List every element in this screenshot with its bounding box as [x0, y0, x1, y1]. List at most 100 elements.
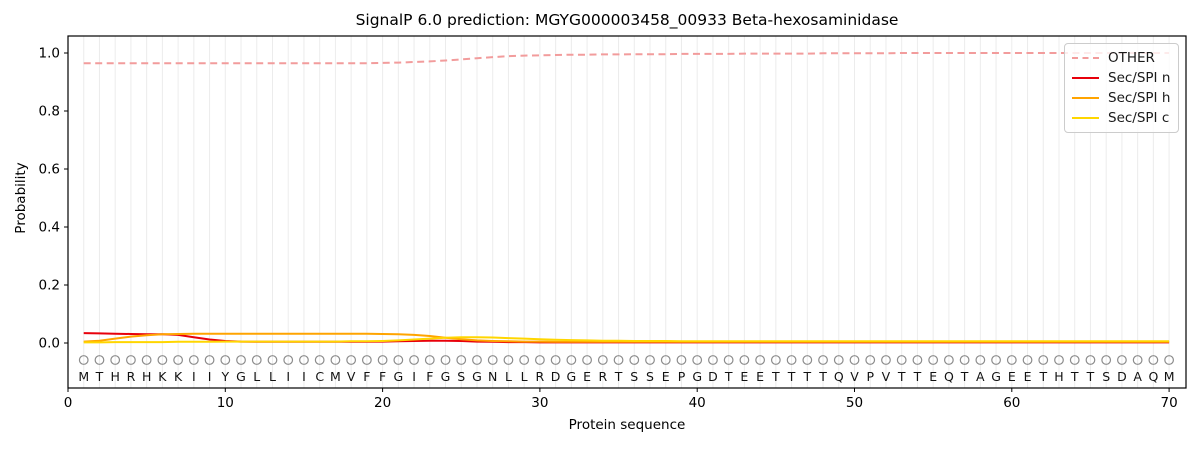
residue-letter: T — [960, 369, 969, 384]
legend-label: OTHER — [1108, 50, 1155, 66]
residue-letter: G — [472, 369, 482, 384]
residue-marker-circle — [708, 355, 718, 365]
residue-letter: E — [662, 369, 670, 384]
legend-item-other: OTHER — [1072, 48, 1171, 68]
residue-letter: I — [286, 369, 290, 384]
residue-letter: L — [269, 369, 276, 384]
y-tick-label: 0.2 — [39, 278, 60, 294]
residue-letter: A — [976, 369, 985, 384]
residue-marker-circle — [896, 355, 907, 365]
residue-marker-circle — [141, 355, 152, 365]
residue-letter: G — [441, 369, 451, 384]
residue-marker-circle — [676, 355, 687, 365]
residue-marker-circle — [1006, 355, 1017, 365]
residue-marker-circle — [1101, 355, 1112, 365]
residue-marker-circle — [377, 355, 388, 365]
residue-marker-row — [78, 355, 1174, 365]
residue-letter: I — [208, 369, 212, 384]
residue-marker-circle — [204, 355, 215, 365]
residue-letter: E — [740, 369, 748, 384]
residue-marker-circle — [1069, 355, 1080, 365]
residue-marker-circle — [1164, 355, 1174, 365]
x-tick-label: 70 — [1161, 395, 1178, 411]
residue-marker-circle — [943, 355, 954, 365]
y-tick-label: 0.6 — [39, 162, 60, 178]
residue-marker-circle — [173, 355, 184, 365]
x-tick-label: 10 — [217, 395, 234, 411]
residue-letter: H — [1054, 369, 1063, 384]
residue-letter: S — [457, 369, 465, 384]
residue-letter: A — [1133, 369, 1142, 384]
residue-marker-circle — [346, 355, 357, 365]
residue-marker-circle — [1132, 355, 1143, 365]
residue-letter: T — [818, 369, 827, 384]
residue-marker-circle — [865, 355, 876, 365]
legend-item-sec-spi-n: Sec/SPI n — [1072, 68, 1171, 88]
residue-marker-circle — [361, 355, 372, 365]
y-tick-label: 0.0 — [39, 336, 60, 352]
residue-marker-circle — [566, 355, 577, 365]
residue-letter: H — [142, 369, 151, 384]
residue-letter: V — [347, 369, 356, 384]
residue-letter: R — [536, 369, 545, 384]
residue-letter: S — [646, 369, 654, 384]
legend-item-sec-spi-h: Sec/SPI h — [1072, 88, 1171, 108]
residue-letter: T — [913, 369, 922, 384]
residue-letter: R — [127, 369, 136, 384]
residue-marker-circle — [1117, 355, 1127, 365]
x-tick-label: 40 — [689, 395, 706, 411]
residue-marker-circle — [393, 355, 404, 365]
residue-marker-circle — [912, 355, 923, 365]
sec-spi-c-line-sample — [1072, 117, 1099, 119]
sec-spi-n-line-sample — [1072, 77, 1099, 79]
residue-letter: G — [393, 369, 403, 384]
residue-marker-circle — [78, 355, 89, 365]
residue-letter: T — [897, 369, 906, 384]
residue-marker-circle — [881, 355, 891, 365]
residue-marker-circle — [456, 355, 467, 365]
residue-letter: D — [1117, 369, 1127, 384]
residue-marker-circle — [928, 355, 939, 365]
residue-letter: L — [505, 369, 512, 384]
residue-marker-circle — [660, 355, 671, 365]
residue-marker-circle — [613, 355, 624, 365]
legend-label: Sec/SPI c — [1108, 110, 1170, 126]
residue-marker-circle — [519, 355, 530, 365]
residue-marker-circle — [409, 355, 419, 365]
residue-marker-circle — [833, 355, 844, 365]
residue-marker-circle — [786, 355, 797, 365]
chart-title: SignalP 6.0 prediction: MGYG000003458_00… — [355, 11, 899, 29]
residue-marker-circle — [975, 355, 986, 365]
residue-letter: D — [551, 369, 561, 384]
residue-letter: Q — [944, 369, 954, 384]
residue-letter: H — [110, 369, 119, 384]
residue-marker-circle — [1022, 355, 1033, 365]
residue-letter: Q — [1148, 369, 1158, 384]
residue-marker-circle — [330, 355, 341, 365]
residue-letter: E — [583, 369, 591, 384]
residue-letter: I — [302, 369, 306, 384]
residue-letter: P — [866, 369, 874, 384]
residue-marker-circle — [94, 355, 105, 365]
residue-letter: E — [929, 369, 937, 384]
residue-letter: L — [521, 369, 528, 384]
residue-marker-circle — [818, 355, 828, 365]
residue-letter: E — [1024, 369, 1032, 384]
residue-letter: D — [708, 369, 718, 384]
residue-letter: Q — [834, 369, 844, 384]
residue-marker-circle — [440, 355, 451, 365]
curve-other — [83, 52, 1170, 65]
residue-marker-circle — [110, 355, 121, 365]
residue-letter: F — [379, 369, 386, 384]
residue-letter: T — [95, 369, 104, 384]
residue-marker-circle — [424, 355, 435, 365]
residue-letter: T — [802, 369, 811, 384]
residue-marker-circle — [220, 355, 231, 365]
legend: OTHER Sec/SPI n Sec/SPI h Sec/SPI c — [1064, 43, 1179, 133]
residue-letter: V — [850, 369, 859, 384]
residue-letter: G — [567, 369, 577, 384]
x-tick-label: 50 — [846, 395, 863, 411]
residue-letter: S — [630, 369, 638, 384]
